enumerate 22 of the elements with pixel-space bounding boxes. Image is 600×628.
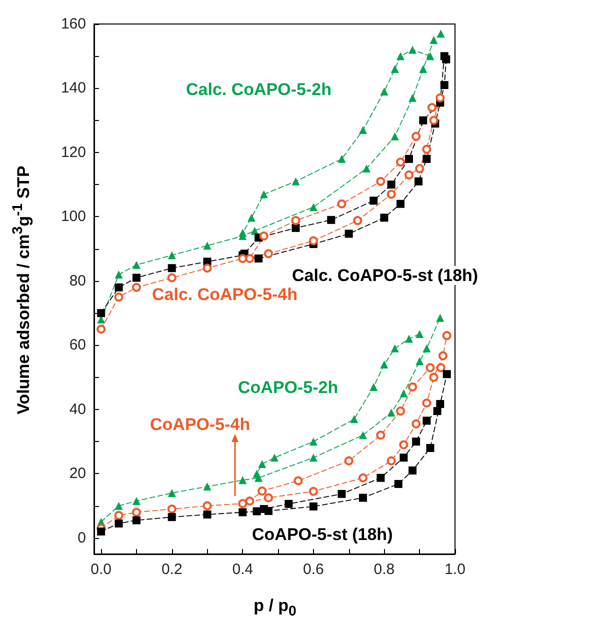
y-tick-label: 160: [60, 16, 86, 32]
text: Calc. CoAPO-5-2h: [186, 80, 332, 99]
y-tick-label: 40: [69, 400, 86, 418]
y-tick-label: 60: [69, 336, 86, 354]
y-tick-label: 80: [69, 272, 86, 290]
x-tick-label: 0.0: [90, 561, 112, 578]
x-tick-label: 1.0: [444, 561, 466, 578]
x-tick-label: 0.8: [374, 561, 395, 578]
x-axis-title: p / p$_{0}$: [254, 596, 296, 620]
series-label: Calc. CoAPO-5-st (18h): [292, 266, 478, 285]
x-tick-label: 0.2: [161, 561, 182, 578]
y-tick-label: 140: [60, 80, 86, 97]
text: CoAPO-5-2h: [238, 378, 338, 397]
x-tick-label: 0.4: [232, 561, 254, 578]
y-tick-label: 120: [60, 144, 86, 161]
y-tick-label: 100: [60, 208, 86, 226]
x-tick-label: 0.6: [303, 561, 324, 578]
text: CoAPO-5-4h: [150, 415, 250, 434]
series-label: CoAPO-5-st (18h): [252, 525, 393, 544]
series-label: Calc. CoAPO-5-4h: [152, 285, 298, 304]
y-tick-label: 0: [78, 529, 86, 546]
y-tick-label: 20: [69, 465, 86, 482]
